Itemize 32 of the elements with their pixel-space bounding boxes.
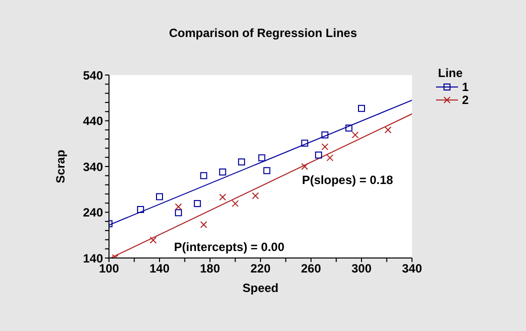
point [137, 206, 144, 214]
point [194, 200, 201, 208]
x-tick-label: 340 [402, 262, 422, 276]
chart-title: Comparison of Regression Lines [168, 26, 358, 40]
point [345, 124, 352, 132]
y-tick-label: 240 [82, 206, 104, 220]
legend-label: 2 [462, 92, 469, 106]
point [263, 167, 270, 174]
point [174, 209, 182, 216]
point [321, 131, 328, 138]
legend-label: 1 [462, 80, 469, 94]
x-tick-label: 260 [300, 262, 322, 276]
legend-title: Line [438, 66, 464, 80]
y-tick-label: 540 [82, 68, 104, 82]
point [219, 168, 226, 176]
point [358, 104, 365, 112]
point [258, 154, 266, 162]
x-axis-title: Speed [242, 281, 279, 295]
x-tick-label: 140 [149, 262, 170, 276]
point [200, 172, 208, 180]
point [301, 140, 308, 147]
x-tick-label: 180 [200, 262, 220, 276]
y-axis-title: Scrap [53, 150, 68, 184]
x-tick-label: 220 [250, 262, 271, 276]
y-tick-label: 440 [82, 114, 104, 128]
annotation: P(slopes) = 0.18 [302, 173, 394, 187]
point [238, 158, 246, 166]
y-tick-label: 340 [82, 160, 104, 174]
point [315, 152, 322, 159]
point [156, 193, 163, 200]
annotation: P(intercepts) = 0.00 [174, 240, 284, 254]
x-tick-label: 300 [351, 262, 372, 276]
